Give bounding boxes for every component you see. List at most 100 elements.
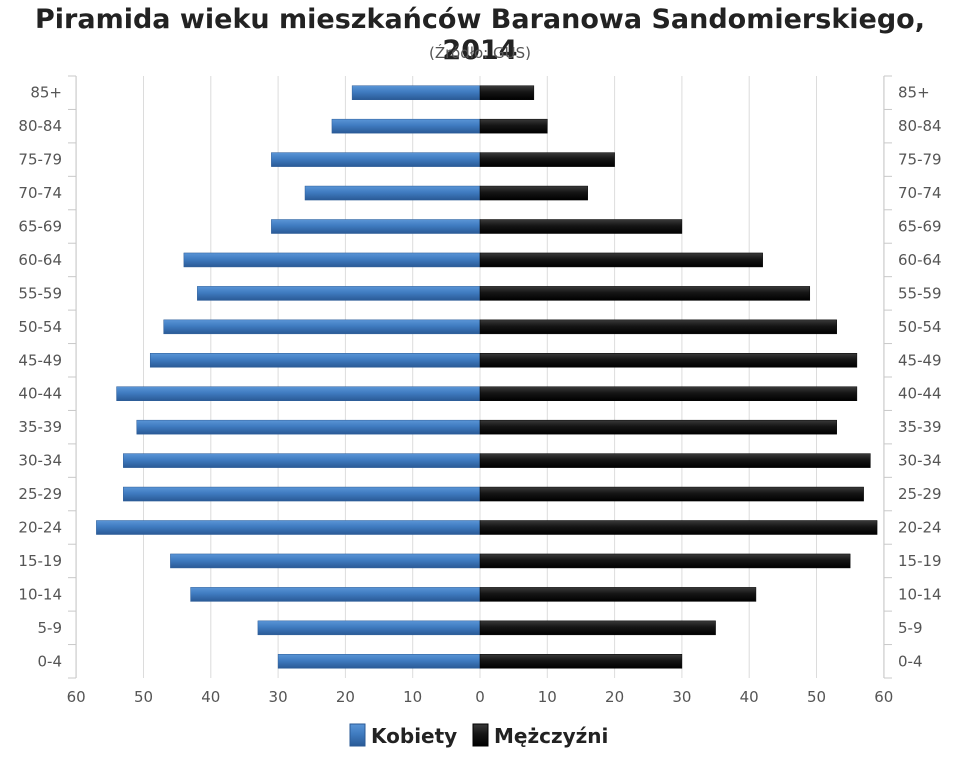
bar-mezczyzni-5-9[interactable] bbox=[479, 620, 716, 636]
y-tick-label-left: 15-19 bbox=[18, 552, 62, 570]
x-tick-label: 10 bbox=[538, 688, 557, 706]
bar-kobiety-15-19[interactable] bbox=[170, 553, 481, 569]
y-tick-label-right: 5-9 bbox=[898, 619, 923, 637]
y-tick-label-left: 5-9 bbox=[38, 619, 63, 637]
y-tick-label-right: 40-44 bbox=[898, 385, 942, 403]
y-tick-label-right: 75-79 bbox=[898, 151, 942, 169]
y-tick-label-right: 35-39 bbox=[898, 418, 942, 436]
y-tick-label-left: 20-24 bbox=[18, 519, 62, 537]
x-tick-label: 0 bbox=[475, 688, 485, 706]
bar-kobiety-0-4[interactable] bbox=[277, 654, 481, 669]
y-tick-label-right: 25-29 bbox=[898, 485, 942, 503]
y-tick-label-left: 25-29 bbox=[18, 485, 62, 503]
y-tick-label-left: 10-14 bbox=[18, 585, 62, 603]
bar-mezczyzni-0-4[interactable] bbox=[479, 654, 683, 669]
y-tick-label-right: 65-69 bbox=[898, 218, 942, 236]
y-tick-label-left: 55-59 bbox=[18, 284, 62, 302]
x-tick-label: 30 bbox=[269, 688, 288, 706]
bar-mezczyzni-80-84[interactable] bbox=[479, 118, 548, 134]
bar-mezczyzni-50-54[interactable] bbox=[479, 319, 837, 335]
x-tick-label: 40 bbox=[201, 688, 220, 706]
legend-label-mezczyzni: Mężczyźni bbox=[494, 724, 608, 748]
bar-kobiety-80-84[interactable] bbox=[331, 118, 481, 134]
y-tick-label-left: 40-44 bbox=[18, 385, 62, 403]
legend-item-mezczyzni[interactable]: Mężczyźni bbox=[472, 723, 608, 748]
x-tick-label: 50 bbox=[134, 688, 153, 706]
bar-mezczyzni-55-59[interactable] bbox=[479, 286, 811, 301]
x-tick-label: 60 bbox=[874, 688, 893, 706]
x-tick-label: 60 bbox=[67, 688, 86, 706]
x-tick-label: 20 bbox=[605, 688, 624, 706]
bar-mezczyzni-35-39[interactable] bbox=[479, 419, 837, 435]
y-tick-label-right: 85+ bbox=[898, 84, 930, 102]
tick-labels: 60 50 40 30 20 10 0 10 20 30 40 50 60 85+ 85+ 80-84 80-8… bbox=[18, 84, 941, 706]
y-tick-label-right: 0-4 bbox=[898, 652, 923, 670]
x-tick-label: 20 bbox=[336, 688, 355, 706]
legend-label-kobiety: Kobiety bbox=[371, 724, 457, 748]
legend-swatch-mezczyzni bbox=[472, 723, 489, 747]
bar-kobiety-10-14[interactable] bbox=[190, 587, 481, 602]
y-tick-label-left: 70-74 bbox=[18, 184, 62, 202]
bar-kobiety-40-44[interactable] bbox=[116, 386, 481, 401]
y-tick-label-left: 80-84 bbox=[18, 117, 62, 135]
legend-swatch-kobiety bbox=[349, 723, 366, 747]
y-tick-label-left: 75-79 bbox=[18, 151, 62, 169]
y-tick-label-left: 35-39 bbox=[18, 418, 62, 436]
bar-mezczyzni-85+[interactable] bbox=[479, 85, 535, 100]
bar-mezczyzni-10-14[interactable] bbox=[479, 587, 757, 602]
bar-mezczyzni-70-74[interactable] bbox=[479, 185, 588, 201]
y-tick-label-right: 80-84 bbox=[898, 117, 942, 135]
bar-kobiety-55-59[interactable] bbox=[197, 286, 481, 301]
y-tick-label-right: 45-49 bbox=[898, 351, 942, 369]
bar-mezczyzni-30-34[interactable] bbox=[479, 453, 871, 468]
bar-mezczyzni-15-19[interactable] bbox=[479, 553, 851, 569]
bar-mezczyzni-20-24[interactable] bbox=[479, 520, 878, 535]
x-tick-label: 40 bbox=[740, 688, 759, 706]
bar-kobiety-35-39[interactable] bbox=[136, 419, 481, 435]
bar-kobiety-65-69[interactable] bbox=[271, 219, 481, 234]
bar-kobiety-50-54[interactable] bbox=[163, 319, 481, 335]
y-tick-label-right: 30-34 bbox=[898, 452, 942, 470]
y-tick-label-left: 30-34 bbox=[18, 452, 62, 470]
axes bbox=[68, 75, 892, 679]
y-tick-label-right: 10-14 bbox=[898, 585, 942, 603]
y-tick-label-left: 60-64 bbox=[18, 251, 62, 269]
y-tick-label-right: 20-24 bbox=[898, 519, 942, 537]
y-tick-label-right: 55-59 bbox=[898, 284, 942, 302]
bar-mezczyzni-40-44[interactable] bbox=[479, 386, 858, 401]
grid bbox=[75, 76, 885, 678]
y-tick-label-left: 0-4 bbox=[38, 652, 63, 670]
bar-kobiety-70-74[interactable] bbox=[304, 185, 481, 201]
bar-kobiety-60-64[interactable] bbox=[183, 252, 481, 268]
x-tick-label: 30 bbox=[672, 688, 691, 706]
chart-subtitle: (Źródło: GUS) bbox=[429, 44, 531, 62]
y-tick-label-right: 15-19 bbox=[898, 552, 942, 570]
bar-mezczyzni-60-64[interactable] bbox=[479, 252, 763, 268]
bar-mezczyzni-65-69[interactable] bbox=[479, 219, 683, 234]
y-tick-label-right: 70-74 bbox=[898, 184, 942, 202]
x-tick-label: 50 bbox=[807, 688, 826, 706]
bar-mezczyzni-75-79[interactable] bbox=[479, 152, 615, 167]
bars bbox=[96, 85, 878, 669]
bar-mezczyzni-45-49[interactable] bbox=[479, 353, 858, 368]
y-tick-label-left: 65-69 bbox=[18, 218, 62, 236]
y-tick-label-left: 45-49 bbox=[18, 351, 62, 369]
bar-kobiety-20-24[interactable] bbox=[96, 520, 481, 535]
y-tick-label-left: 50-54 bbox=[18, 318, 62, 336]
bar-kobiety-30-34[interactable] bbox=[123, 453, 481, 468]
bar-mezczyzni-25-29[interactable] bbox=[479, 486, 864, 502]
legend: Kobiety Mężczyźni bbox=[349, 723, 608, 748]
legend-item-kobiety[interactable]: Kobiety bbox=[349, 723, 457, 748]
bar-kobiety-85+[interactable] bbox=[351, 85, 481, 100]
x-tick-label: 10 bbox=[403, 688, 422, 706]
chart-title: Piramida wieku mieszkańców Baranowa Sand… bbox=[35, 4, 925, 66]
y-tick-label-left: 85+ bbox=[30, 84, 62, 102]
bar-kobiety-45-49[interactable] bbox=[149, 353, 481, 368]
bar-kobiety-75-79[interactable] bbox=[271, 152, 481, 167]
y-tick-label-right: 60-64 bbox=[898, 251, 942, 269]
bar-kobiety-25-29[interactable] bbox=[123, 486, 481, 502]
y-tick-label-right: 50-54 bbox=[898, 318, 942, 336]
bar-kobiety-5-9[interactable] bbox=[257, 620, 481, 636]
